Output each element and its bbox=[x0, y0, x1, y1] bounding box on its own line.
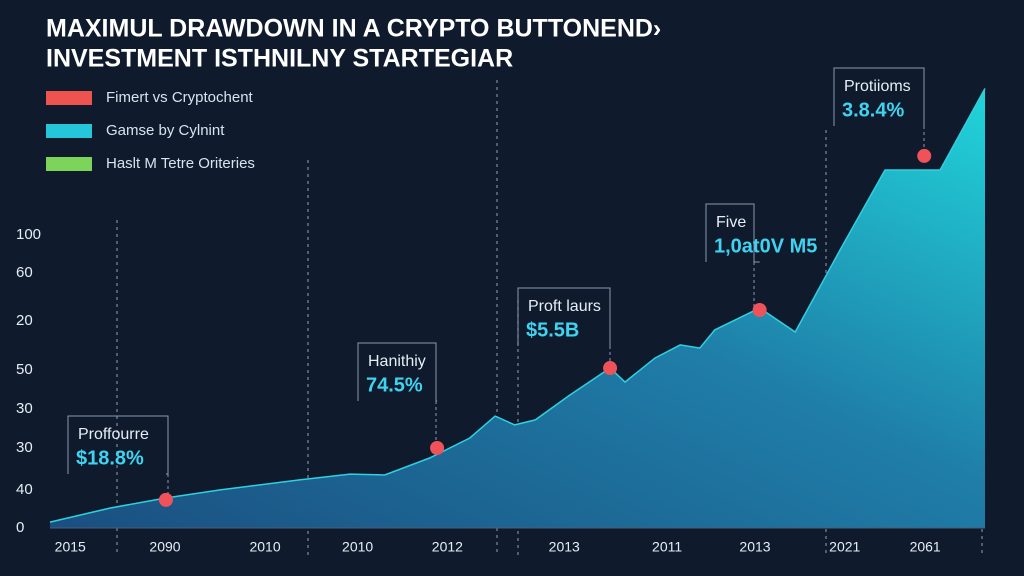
annotation-marker bbox=[917, 148, 932, 163]
annotation-title: Protiioms bbox=[844, 78, 911, 95]
y-axis-label: 40 bbox=[16, 481, 33, 498]
y-axis-label: 30 bbox=[16, 400, 33, 417]
y-axis-label: 100 bbox=[16, 226, 41, 243]
legend-swatch bbox=[46, 157, 92, 171]
x-tick-label: 2090 bbox=[149, 539, 180, 555]
x-tick-label: 2061 bbox=[910, 539, 941, 555]
x-tick-label: 2010 bbox=[342, 539, 373, 555]
annotation-marker bbox=[158, 492, 173, 507]
annotation-title: Hanithiy bbox=[368, 353, 426, 370]
title-line: MAXIMUL DRAWDOWN IN A CRYPTO BUTTONEND› bbox=[46, 15, 661, 43]
annotation-marker bbox=[603, 361, 618, 376]
annotation-value: $18.8% bbox=[76, 447, 144, 469]
annotation-value: 3.8.4% bbox=[842, 99, 904, 121]
y-axis-label: 0 bbox=[16, 519, 24, 536]
annotation-value: 1,0at0V M5 bbox=[714, 235, 817, 257]
annotation-box bbox=[517, 287, 611, 347]
title-line: INVESTMENT ISTHNILNY STARTEGIAR bbox=[46, 45, 513, 73]
area-line bbox=[49, 88, 986, 523]
x-tick-label: 2011 bbox=[652, 539, 682, 555]
annotation-box bbox=[705, 203, 760, 263]
area bbox=[50, 88, 985, 528]
annotation-box bbox=[67, 415, 169, 475]
x-tick-label: 2012 bbox=[432, 539, 463, 555]
annotation-box bbox=[357, 342, 438, 402]
annotation-value: 74.5% bbox=[366, 374, 423, 396]
annotation-box bbox=[833, 67, 925, 127]
annotation-title: Five bbox=[716, 214, 746, 231]
annotation-title: Proffourre bbox=[78, 426, 149, 443]
annotation-marker bbox=[430, 441, 445, 456]
legend-label: Haslt M Tetre Oriteries bbox=[106, 155, 255, 172]
annotation-value: $5.5B bbox=[526, 319, 579, 341]
x-tick-label: 2013 bbox=[739, 539, 770, 555]
legend-swatch bbox=[46, 91, 92, 105]
annotation-marker bbox=[752, 303, 767, 318]
x-tick-label: 2010 bbox=[249, 539, 280, 555]
legend-swatch bbox=[46, 124, 92, 138]
y-axis-label: 20 bbox=[16, 312, 33, 329]
legend-label: Gamse by Cylnint bbox=[106, 122, 225, 139]
y-axis-label: 50 bbox=[16, 361, 33, 378]
annotation-title: Proft laurs bbox=[528, 298, 601, 315]
y-axis-label: 30 bbox=[16, 439, 33, 456]
x-tick-label: 2015 bbox=[55, 539, 86, 555]
y-axis-label: 60 bbox=[16, 264, 33, 281]
legend-label: Fimert vs Cryptochent bbox=[106, 89, 254, 106]
x-tick-label: 2013 bbox=[549, 539, 580, 555]
x-tick-label: 2021 bbox=[829, 539, 860, 555]
